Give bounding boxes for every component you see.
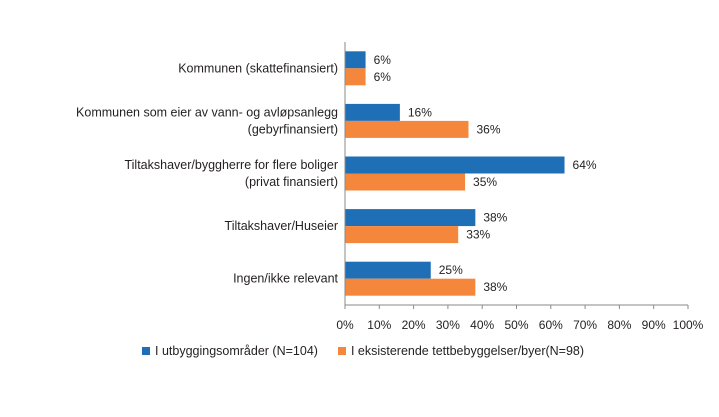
bar-series-1 bbox=[345, 51, 366, 69]
legend-label-series-2: I eksisterende tettbebyggelser/byer(N=98… bbox=[350, 344, 585, 358]
category-label: Tiltakshaver/Huseier bbox=[225, 219, 338, 233]
legend-item-series-2: I eksisterende tettbebyggelser/byer(N=98… bbox=[337, 344, 585, 358]
category-label: (gebyrfinansiert) bbox=[248, 122, 338, 136]
bars bbox=[345, 51, 565, 296]
bar-series-1 bbox=[345, 156, 565, 174]
data-label-series-2: 38% bbox=[483, 280, 507, 294]
legend-swatch-series-1 bbox=[142, 347, 150, 355]
category-label: (privat finansiert) bbox=[245, 175, 338, 189]
bar-series-2 bbox=[345, 68, 366, 86]
data-label-series-1: 25% bbox=[439, 263, 463, 277]
data-label-series-1: 38% bbox=[483, 211, 507, 225]
data-labels: 6% 6% 16% 36% 64% 35% 38% 33% 25% 38% bbox=[374, 53, 597, 294]
bar-series-2 bbox=[345, 173, 466, 191]
data-label-series-2: 35% bbox=[473, 175, 497, 189]
category-label: Kommunen som eier av vann- og avløpsanle… bbox=[76, 105, 338, 119]
legend-label-series-1: I utbyggingsområder (N=104) bbox=[155, 344, 318, 358]
data-label-series-2: 36% bbox=[476, 122, 500, 136]
bar-series-2 bbox=[345, 278, 476, 296]
bar-series-1 bbox=[345, 103, 400, 121]
legend-swatch-series-2 bbox=[337, 347, 346, 355]
bar-chart: Kommunen (skattefinansiert) Kommunen som … bbox=[76, 42, 704, 332]
category-labels: Kommunen (skattefinansiert) Kommunen som … bbox=[76, 61, 338, 285]
category-label: Ingen/ikke relevant bbox=[233, 272, 338, 286]
x-tick-label: 0% bbox=[336, 318, 354, 332]
bar-series-1 bbox=[345, 209, 476, 227]
x-tick-label: 90% bbox=[642, 318, 666, 332]
axes bbox=[344, 42, 689, 309]
data-label-series-1: 6% bbox=[374, 53, 392, 67]
data-label-series-2: 6% bbox=[374, 70, 392, 84]
bar-series-2 bbox=[345, 226, 459, 244]
category-label: Tiltakshaver/byggherre for flere boliger bbox=[124, 158, 338, 172]
data-label-series-2: 33% bbox=[466, 228, 490, 242]
x-tick-label: 40% bbox=[470, 318, 494, 332]
x-tick-label: 60% bbox=[539, 318, 563, 332]
x-tick-label: 80% bbox=[607, 318, 631, 332]
x-tick-label: 10% bbox=[367, 318, 391, 332]
bar-series-2 bbox=[345, 120, 469, 138]
legend-item-series-1: I utbyggingsområder (N=104) bbox=[142, 344, 318, 358]
data-label-series-1: 16% bbox=[408, 105, 432, 119]
x-tick-label: 20% bbox=[402, 318, 426, 332]
x-tick-labels: 0% 10% 20% 30% 40% 50% 60% 70% 80% 90% 100% bbox=[336, 318, 703, 332]
x-tick-label: 70% bbox=[573, 318, 597, 332]
legend: I utbyggingsområder (N=104) I eksisteren… bbox=[142, 344, 604, 358]
category-label: Kommunen (skattefinansiert) bbox=[178, 61, 338, 75]
data-label-series-1: 64% bbox=[573, 158, 597, 172]
bar-series-1 bbox=[345, 261, 431, 279]
x-tick-label: 30% bbox=[436, 318, 460, 332]
x-tick-label: 100% bbox=[673, 318, 704, 332]
x-tick-label: 50% bbox=[504, 318, 528, 332]
